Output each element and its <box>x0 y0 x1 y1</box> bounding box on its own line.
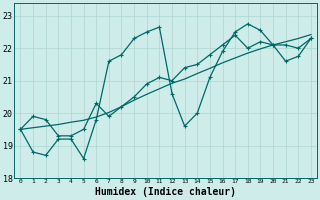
X-axis label: Humidex (Indice chaleur): Humidex (Indice chaleur) <box>95 187 236 197</box>
